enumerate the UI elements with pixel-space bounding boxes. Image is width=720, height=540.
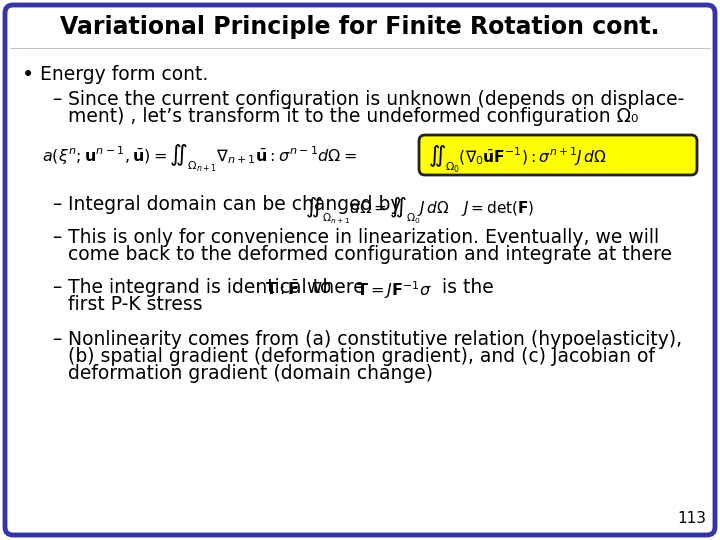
Text: ment) , let’s transform it to the undeformed configuration Ω₀: ment) , let’s transform it to the undefo… — [68, 107, 639, 126]
Text: $a(\xi^n;\mathbf{u}^{n-1}, \bar{\mathbf{u}}) = \iint_{\Omega_{n+1}} \nabla_{n+1}: $a(\xi^n;\mathbf{u}^{n-1}, \bar{\mathbf{… — [42, 143, 357, 174]
Text: Energy form cont.: Energy form cont. — [40, 65, 208, 84]
Text: $\mathbf{T}:\bar{\mathbf{F}}$: $\mathbf{T}:\bar{\mathbf{F}}$ — [265, 279, 300, 298]
Text: Variational Principle for Finite Rotation cont.: Variational Principle for Finite Rotatio… — [60, 15, 660, 39]
Text: The integrand is identical to: The integrand is identical to — [68, 278, 331, 297]
Text: (b) spatial gradient (deformation gradient), and (c) Jacobian of: (b) spatial gradient (deformation gradie… — [68, 347, 655, 366]
FancyBboxPatch shape — [5, 5, 715, 535]
Text: where: where — [295, 278, 365, 297]
Text: •: • — [22, 65, 35, 85]
Text: –: – — [52, 278, 61, 297]
Text: deformation gradient (domain change): deformation gradient (domain change) — [68, 364, 433, 383]
Text: $\mathbf{T} = J\mathbf{F}^{-1}\sigma$: $\mathbf{T} = J\mathbf{F}^{-1}\sigma$ — [356, 279, 432, 301]
Text: $\iint_{\Omega_{n+1}} d\Omega = \iint_{\Omega_0} J\, d\Omega \quad J = \det(\mat: $\iint_{\Omega_{n+1}} d\Omega = \iint_{\… — [305, 196, 534, 226]
Text: –: – — [52, 228, 61, 247]
Text: $\iint_{\Omega_0} (\nabla_0 \bar{\mathbf{u}}\mathbf{F}^{-1}) : \sigma^{n+1} J\, : $\iint_{\Omega_0} (\nabla_0 \bar{\mathbf… — [428, 144, 607, 176]
FancyBboxPatch shape — [419, 135, 697, 175]
Text: –: – — [52, 330, 61, 349]
Text: come back to the deformed configuration and integrate at there: come back to the deformed configuration … — [68, 245, 672, 264]
Text: 113: 113 — [677, 511, 706, 526]
Text: –: – — [52, 90, 61, 109]
Text: Integral domain can be changed by: Integral domain can be changed by — [68, 195, 402, 214]
Text: Since the current configuration is unknown (depends on displace-: Since the current configuration is unkno… — [68, 90, 684, 109]
Text: This is only for convenience in linearization. Eventually, we will: This is only for convenience in lineariz… — [68, 228, 659, 247]
Text: is the: is the — [430, 278, 494, 297]
Text: –: – — [52, 195, 61, 214]
Text: first P-K stress: first P-K stress — [68, 295, 202, 314]
Text: Nonlinearity comes from (a) constitutive relation (hypoelasticity),: Nonlinearity comes from (a) constitutive… — [68, 330, 682, 349]
